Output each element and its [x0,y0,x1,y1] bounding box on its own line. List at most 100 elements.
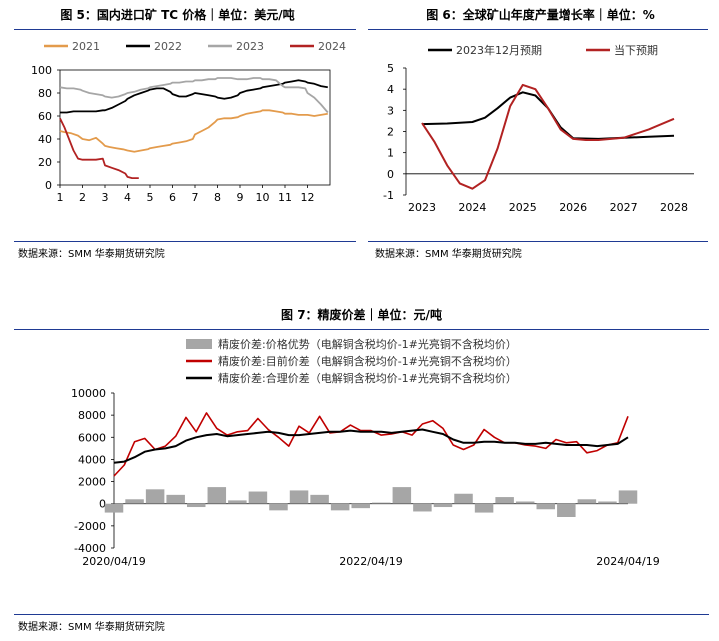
chart3-y-tick-label: -2000 [74,520,106,533]
chart3-bottom-rule [14,614,709,615]
chart1-series-2023 [59,77,329,114]
chart3-bar [228,500,247,504]
chart3-bar [351,503,370,509]
chart3-y-tick-label: 6000 [78,431,106,444]
chart2-y-tick-label: 4 [387,83,394,96]
chart3-legend-label: 精废价差:目前价差（电解铜含税均价-1#光亮铜不含税均价） [218,354,517,368]
chart3-y-tick-label: 10000 [71,387,106,400]
chart3-bar [330,503,350,511]
chart2-y-tick-label: 1 [387,147,394,160]
chart3-source: 数据来源：SMM 华泰期货研究院 [18,622,165,633]
chart2-x-tick-label: 2026 [559,201,587,214]
chart1-y-tick-label: 60 [38,110,52,123]
chart1-x-tick-label: 5 [147,191,154,204]
chart3-bar [125,499,144,504]
chart2-y-tick-label: 0 [387,168,394,181]
chart3-x-tick-label: 2022/04/19 [339,555,402,568]
chart3-bar [413,503,432,512]
chart2-y-tick-label: -1 [383,189,394,202]
chart3-bar [207,487,227,504]
chart1-x-tick-label: 6 [169,191,176,204]
chart3-legend-swatch [186,339,212,349]
chart3-bar [495,497,514,504]
chart3-y-tick-label: -4000 [74,542,106,555]
chart1-title: 图 5：国内进口矿 TC 价格｜单位：美元/吨 [60,8,295,22]
chart3-y-tick-label: 8000 [78,409,106,422]
chart1-y-tick-label: 100 [31,64,52,77]
chart2-legend-label: 2023年12月预期 [456,43,542,57]
chart3-x-tick-label: 2024/04/19 [596,555,659,568]
chart2-source: 数据来源：SMM 华泰期货研究院 [375,249,522,260]
chart3-title-rule [14,329,709,330]
chart2-bottom-rule [368,241,708,242]
chart3-bar [145,489,165,504]
chart1-x-tick-label: 11 [278,191,292,204]
chart1-legend-label: 2024 [318,40,346,53]
chart1-series-2021 [59,109,328,153]
chart1-title-rule [14,29,356,30]
chart2-svg: -1 0 1 2 3 4 5 2023 2024 2025 2026 2027 2028 2023年12月… [383,43,694,214]
chart3-bar [372,502,391,504]
chart2-y-tick-label: 5 [387,62,394,75]
chart3-bar [166,494,185,504]
chart2-x-tick-label: 2028 [660,201,688,214]
chart3-bar [454,493,473,504]
chart3-bar [474,503,494,513]
chart1-x-tick-label: 8 [214,191,221,204]
chart3-y-tick-label: 0 [99,498,106,511]
chart1-source: 数据来源：SMM 华泰期货研究院 [18,249,165,260]
chart2-series-2023年12月预期 [421,91,675,140]
chart3-bar [269,503,288,511]
chart2-legend-label: 当下预期 [614,43,658,57]
chart3-y-tick-label: 2000 [78,476,106,489]
chart3-bar [577,499,597,504]
chart1-series-2024 [59,117,139,180]
chart1-x-tick-label: 3 [102,191,109,204]
chart3-bar [515,501,535,504]
chart1-legend-label: 2022 [154,40,182,53]
chart3-x-tick-label: 2020/04/19 [82,555,145,568]
chart3-bar [618,490,638,504]
chart1-x-tick-label: 1 [57,191,64,204]
chart3-bar [598,501,617,504]
chart2-series-当下预期 [421,83,675,190]
chart1-x-tick-label: 2 [79,191,86,204]
chart1-x-tick-label: 7 [192,191,199,204]
chart2-x-tick-label: 2025 [509,201,537,214]
chart1-legend-label: 2021 [72,40,100,53]
chart1-x-tick-label: 4 [124,191,131,204]
chart2-y-tick-label: 3 [387,104,394,117]
chart2-title: 图 6：全球矿山年度产量增长率｜单位：% [426,8,655,22]
chart2-title-rule [368,29,708,30]
chart3-series-1 [113,412,629,477]
chart3-bar [392,487,412,504]
chart1-y-tick-label: 80 [38,87,52,100]
chart3-legend-label: 精废价差:合理价差（电解铜含税均价-1#光亮铜不含税均价） [218,371,517,385]
chart1-y-tick-label: 20 [38,156,52,169]
chart3-legend-label: 精废价差:价格优势（电解铜含税均价-1#光亮铜不含税均价） [218,337,517,351]
chart3-y-tick-label: 4000 [78,453,106,466]
chart3-bar [289,490,309,504]
chart1-y-tick-label: 40 [38,133,52,146]
chart1-y-tick-label: 0 [45,179,52,192]
chart1-x-tick-label: 9 [237,191,244,204]
chart2-x-tick-label: 2024 [458,201,486,214]
chart3-bar [248,491,268,504]
chart2-x-tick-label: 2027 [610,201,638,214]
chart1-x-tick-label: 10 [256,191,270,204]
chart2-x-tick-label: 2023 [408,201,436,214]
chart2-y-tick-label: 2 [387,126,394,139]
chart3-bar [104,503,124,513]
chart3-bar [557,503,576,517]
chart1-bottom-rule [14,241,356,242]
chart3-bar [536,503,556,510]
chart3-series-2 [113,428,629,464]
chart3-bar [186,503,206,508]
chart1-legend-label: 2023 [236,40,264,53]
chart3-title: 图 7：精废价差｜单位：元/吨 [281,308,442,322]
chart3-svg: -4000 -2000 0 2000 4000 6000 8000 10000 2020/04/… [71,337,660,568]
chart1-series-2022 [60,79,328,114]
chart3-bar [310,494,329,504]
chart1-x-tick-label: 12 [301,191,315,204]
